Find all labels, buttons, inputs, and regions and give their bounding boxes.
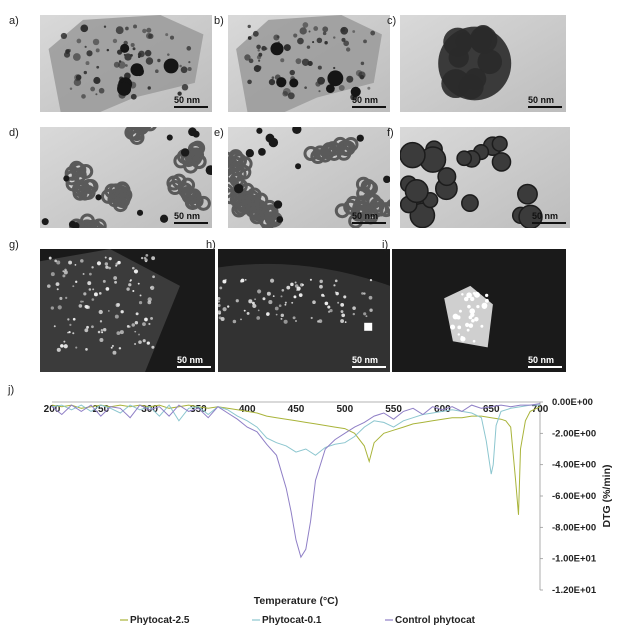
panel-letter-d: d) bbox=[9, 127, 19, 139]
legend-label: Phytocat-2.5 bbox=[130, 615, 190, 625]
scale-bar bbox=[528, 106, 562, 108]
scale-label: 50 nm bbox=[174, 211, 201, 221]
scale-label: 50 nm bbox=[174, 95, 201, 105]
panel-letter-g: g) bbox=[9, 239, 19, 251]
scale-label: 50 nm bbox=[352, 95, 379, 105]
series-line-phytocat-2-5 bbox=[51, 404, 541, 515]
y-axis-label: DTG (%/min) bbox=[601, 465, 613, 528]
panel-letter-c: c) bbox=[387, 15, 397, 27]
x-tick-label: 200 bbox=[44, 404, 61, 415]
panel-letter-b: b) bbox=[214, 15, 224, 27]
x-tick-label: 350 bbox=[190, 404, 207, 415]
micrograph-f bbox=[400, 127, 570, 228]
micrograph-d bbox=[40, 127, 212, 228]
x-tick-label: 400 bbox=[239, 404, 256, 415]
scale-label: 50 nm bbox=[528, 355, 555, 365]
micrograph-i bbox=[392, 249, 566, 372]
x-axis-label: Temperature (°C) bbox=[254, 595, 339, 607]
scale-label: 50 nm bbox=[177, 355, 204, 365]
micrograph-c bbox=[400, 15, 566, 112]
series-line-phytocat-0-1 bbox=[51, 404, 540, 475]
panel-letter-a: a) bbox=[9, 15, 19, 27]
y-tick-label: -8.00E+00 bbox=[552, 522, 596, 533]
micrograph-h bbox=[218, 249, 390, 372]
scale-label: 50 nm bbox=[532, 211, 559, 221]
scale-label: 50 nm bbox=[352, 211, 379, 221]
scale-label: 50 nm bbox=[352, 355, 379, 365]
y-tick-label: -4.00E+00 bbox=[552, 460, 596, 471]
x-tick-label: 550 bbox=[385, 404, 402, 415]
x-tick-label: 450 bbox=[288, 404, 305, 415]
x-tick-label: 700 bbox=[532, 404, 549, 415]
scale-bar bbox=[174, 222, 208, 224]
scale-bar bbox=[532, 222, 566, 224]
panel-letter-h: h) bbox=[206, 239, 216, 251]
legend-label: Control phytocat bbox=[395, 615, 476, 625]
y-tick-label: -1.00E+01 bbox=[552, 554, 597, 565]
scale-bar bbox=[528, 366, 562, 368]
dtg-chart: 200 250 300 350 400 450 500 550 600 650 7000.00E+0… bbox=[44, 397, 613, 625]
scale-bar bbox=[352, 366, 386, 368]
x-tick-label: 650 bbox=[483, 404, 500, 415]
scale-bar bbox=[174, 106, 208, 108]
x-tick-label: 500 bbox=[336, 404, 353, 415]
panel-letter-i: i) bbox=[382, 239, 389, 251]
legend-label: Phytocat-0.1 bbox=[262, 615, 322, 625]
y-tick-label: -6.00E+00 bbox=[552, 491, 596, 502]
x-tick-label: 250 bbox=[92, 404, 109, 415]
panel-letter-j: j) bbox=[8, 384, 15, 396]
micrograph-e bbox=[228, 127, 390, 228]
series-line-control-phytocat bbox=[51, 403, 541, 559]
scale-label: 50 nm bbox=[528, 95, 555, 105]
y-tick-label: 0.00E+00 bbox=[552, 397, 593, 408]
panel-letter-e: e) bbox=[214, 127, 224, 139]
y-tick-label: -1.20E+01 bbox=[552, 585, 597, 596]
scale-bar bbox=[352, 222, 386, 224]
micrograph-b bbox=[228, 15, 390, 112]
scale-bar bbox=[352, 106, 386, 108]
y-tick-label: -2.00E+00 bbox=[552, 428, 596, 439]
micrograph-a bbox=[40, 15, 212, 112]
micrograph-g bbox=[40, 249, 215, 372]
panel-letter-f: f) bbox=[387, 127, 394, 139]
scale-bar bbox=[177, 366, 211, 368]
